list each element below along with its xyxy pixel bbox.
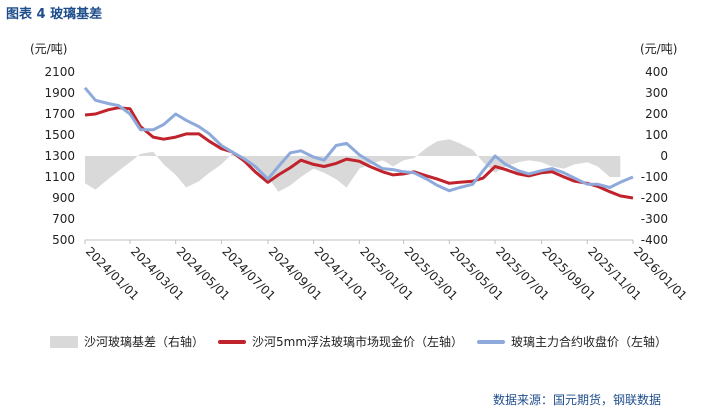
y-left-tick-label: 1300 [44, 149, 75, 163]
y-left-tick-label: 1100 [44, 170, 75, 184]
left-axis-unit: (元/吨) [30, 42, 68, 56]
legend-item-basis: 沙河玻璃基差（右轴） [50, 333, 204, 350]
y-left-tick-label: 700 [52, 212, 75, 226]
y-left-tick-label: 1900 [44, 86, 75, 100]
y-right-tick-label: -200 [641, 191, 668, 205]
legend-item-spot: 沙河5mm浮法玻璃市场现金价（左轴） [218, 333, 463, 350]
legend-swatch-basis [50, 335, 78, 348]
right-axis-unit: (元/吨) [640, 42, 678, 56]
legend-label-spot: 沙河5mm浮法玻璃市场现金价（左轴） [252, 335, 464, 349]
y-left-tick-label: 1500 [44, 128, 75, 142]
legend-swatch-spot [218, 339, 247, 344]
legend: 沙河玻璃基差（右轴） 沙河5mm浮法玻璃市场现金价（左轴） 玻璃主力合约收盘价（… [50, 333, 667, 350]
futures-close-line [83, 86, 634, 193]
y-left-tick-label: 500 [52, 233, 75, 247]
y-right-tick-label: -300 [641, 212, 668, 226]
spot-price-line [84, 106, 634, 200]
y-right-tick-label: 0 [660, 149, 668, 163]
y-right-tick-label: -100 [641, 170, 668, 184]
y-left-tick-label: 900 [52, 191, 75, 205]
y-right-tick-label: 300 [645, 86, 668, 100]
basis-area [85, 139, 621, 192]
y-right-tick-label: 100 [645, 128, 668, 142]
y-left-tick-label: 1700 [44, 107, 75, 121]
y-right-tick-label: -400 [641, 233, 668, 247]
legend-swatch-futures [477, 339, 506, 344]
legend-label-basis: 沙河玻璃基差（右轴） [84, 335, 205, 349]
y-right-tick-label: 200 [645, 107, 668, 121]
data-source: 数据来源：国元期货，钢联数据 [492, 393, 661, 407]
y-left-tick-label: 2100 [44, 65, 75, 79]
chart-title: 图表 4 玻璃基差 [6, 7, 103, 22]
y-right-tick-label: 400 [645, 65, 668, 79]
legend-label-futures: 玻璃主力合约收盘价（左轴） [511, 335, 668, 349]
legend-item-futures: 玻璃主力合约收盘价（左轴） [477, 333, 667, 350]
